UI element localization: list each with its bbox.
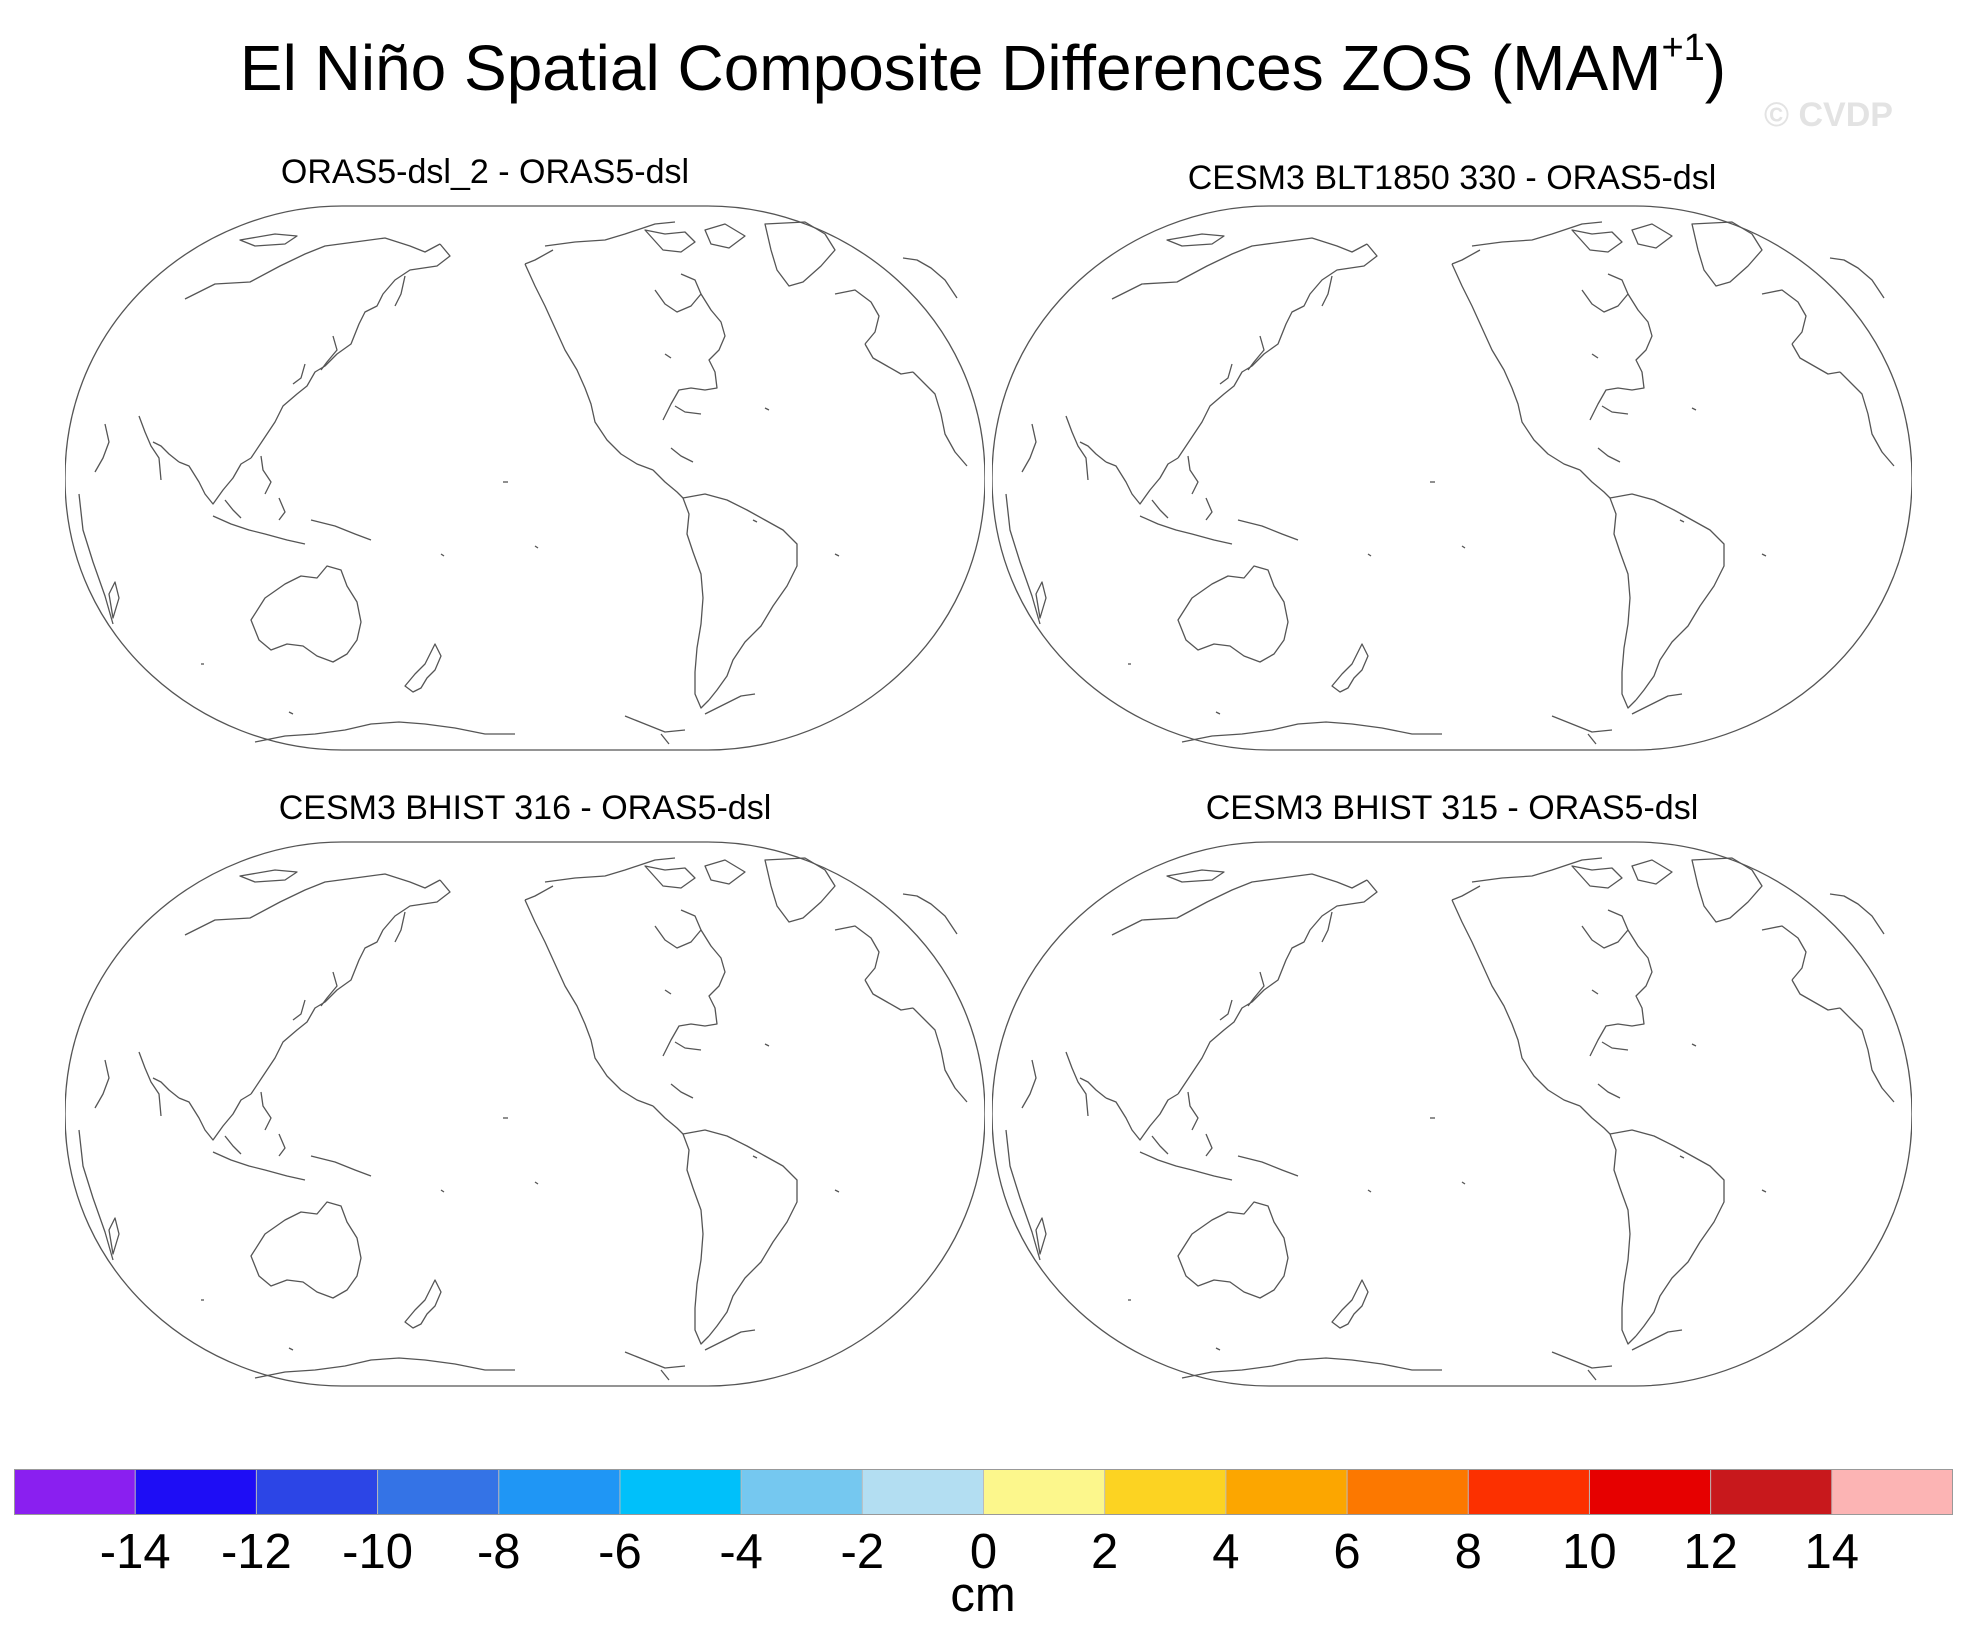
colorbar-segment — [135, 1469, 257, 1515]
colorbar-segment — [1710, 1469, 1833, 1515]
colorbar-tick-label: -8 — [476, 1525, 521, 1579]
map-panel-1: ORAS5-dsl_2 - ORAS5-dsl — [65, 152, 985, 762]
colorbar-tick-label: 10 — [1562, 1525, 1617, 1579]
colorbar-tick-label: 8 — [1454, 1525, 1482, 1579]
colorbar-segment — [498, 1469, 621, 1515]
colorbar-tick-label: 12 — [1683, 1525, 1738, 1579]
colorbar-segment — [1831, 1469, 1953, 1515]
panel-title: ORAS5-dsl_2 - ORAS5-dsl — [280, 153, 690, 191]
colorbar-tick-label: -4 — [719, 1525, 763, 1579]
world-map — [992, 841, 1912, 1387]
colorbar-segment — [1468, 1469, 1590, 1515]
world-map — [65, 841, 985, 1387]
colorbar-segment — [1104, 1469, 1227, 1515]
colorbar-segment — [377, 1469, 500, 1515]
world-map — [992, 205, 1912, 751]
panel-title: CESM3 BHIST 315 - ORAS5-dsl — [1205, 789, 1699, 827]
map-panel-3: CESM3 BHIST 316 - ORAS5-dsl — [65, 788, 985, 1398]
colorbar-tick-label: 14 — [1804, 1525, 1860, 1579]
colorbar-tick-label: -12 — [220, 1525, 292, 1579]
colorbar-unit-label: cm — [950, 1568, 1016, 1622]
colorbar-tick-label: -2 — [840, 1525, 885, 1579]
colorbar-tick-label: 6 — [1333, 1525, 1361, 1579]
world-map — [65, 205, 985, 751]
colorbar-segment — [619, 1469, 742, 1515]
colorbar-tick-label: 4 — [1212, 1525, 1240, 1579]
colorbar-segment — [14, 1469, 136, 1515]
map-panel-4: CESM3 BHIST 315 - ORAS5-dsl — [992, 788, 1912, 1398]
title-main: El Niño Spatial Composite Differences ZO… — [239, 32, 1662, 104]
colorbar-tick-label: 2 — [1091, 1525, 1119, 1579]
panel-title: CESM3 BLT1850 330 - ORAS5-dsl — [1187, 159, 1717, 197]
colorbar-segment — [1589, 1469, 1712, 1515]
colorbar-segment — [741, 1469, 863, 1515]
colorbar-tick-label: 0 — [969, 1525, 998, 1579]
figure-title: El Niño Spatial Composite Differences ZO… — [0, 27, 1966, 106]
title-close: ) — [1704, 32, 1727, 104]
colorbar-segment — [256, 1469, 379, 1515]
colorbar-segment — [1225, 1469, 1348, 1515]
panel-title: CESM3 BHIST 316 - ORAS5-dsl — [278, 789, 772, 827]
cvdp-watermark: © CVDP — [1764, 96, 1893, 134]
colorbar-segment — [983, 1469, 1106, 1515]
title-superscript: +1 — [1661, 27, 1705, 69]
colorbar-tick-label: -10 — [342, 1525, 413, 1579]
colorbar-tick-label: -14 — [99, 1525, 171, 1579]
colorbar — [14, 1469, 1953, 1515]
colorbar-segment — [862, 1469, 984, 1515]
colorbar-segment — [1347, 1469, 1469, 1515]
colorbar-tick-label: -6 — [598, 1525, 642, 1579]
colorbar-tick-labels: -14 -12 -10 -8 -6 -4 -2 0 2 4 6 8 10 12 14 — [0, 1524, 1966, 1584]
map-panel-2: CESM3 BLT1850 330 - ORAS5-dsl — [992, 158, 1912, 768]
